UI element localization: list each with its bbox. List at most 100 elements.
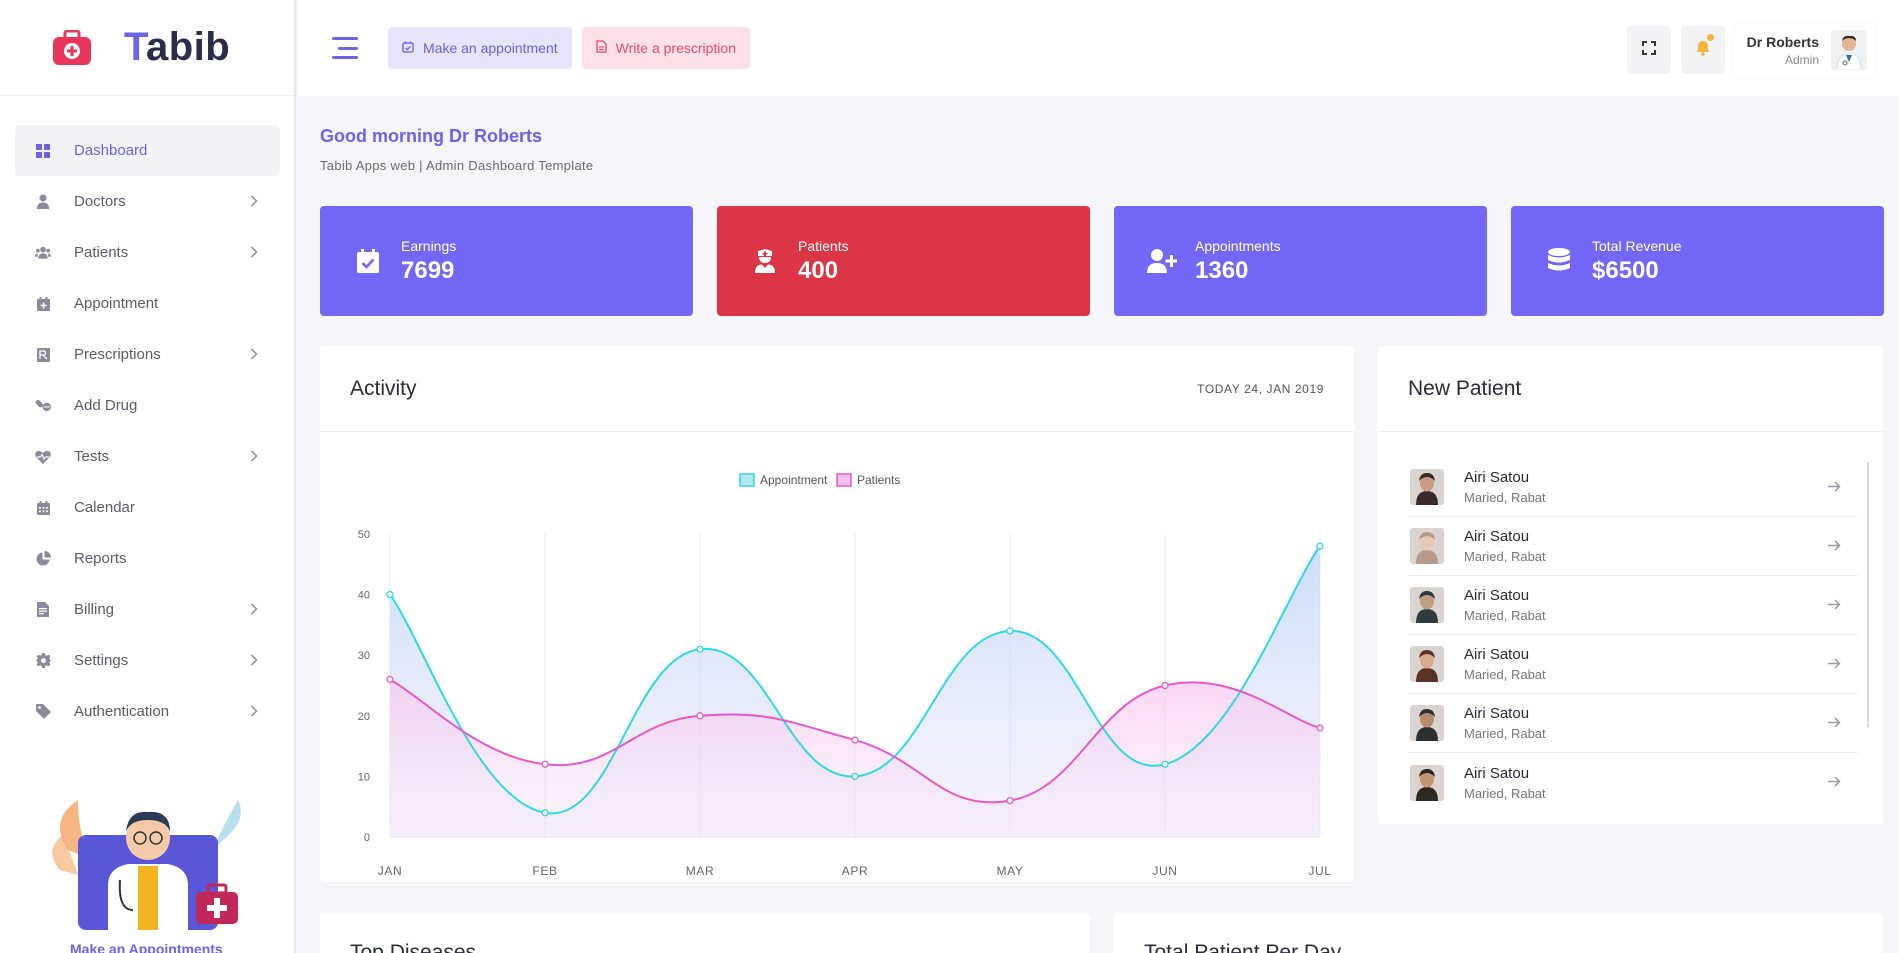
sidebar-item-dashboard[interactable]: Dashboard	[15, 125, 280, 176]
data-point[interactable]	[386, 675, 394, 684]
sidebar-item-billing[interactable]: Billing	[15, 584, 280, 635]
stat-label: Total Revenue	[1592, 237, 1682, 254]
avatar	[1831, 30, 1867, 70]
data-point[interactable]	[696, 645, 704, 653]
brand[interactable]: Tabib	[0, 0, 294, 96]
write-prescription-button[interactable]: Write a prescription	[581, 27, 750, 69]
sidebar-menu: Dashboard Doctors Patients Appointment Presc…	[15, 125, 280, 737]
chevron-right-icon	[250, 245, 280, 261]
sidebar-item-reports[interactable]: Reports	[15, 533, 280, 584]
arrow-right-icon[interactable]	[1828, 538, 1858, 555]
data-point[interactable]	[1161, 681, 1169, 690]
arrow-right-icon[interactable]	[1828, 656, 1858, 673]
fullscreen-button[interactable]	[1627, 26, 1671, 74]
sidebar-item-appointment[interactable]: Appointment	[15, 278, 280, 329]
patient-details: Maried, Rabat	[1464, 726, 1546, 741]
sidebar-item-prescriptions[interactable]: Prescriptions	[15, 329, 280, 380]
tag-icon	[35, 704, 51, 720]
chevron-right-icon	[250, 347, 280, 363]
new-patient-title: New Patient	[1408, 376, 1522, 400]
sidebar-item-authentication[interactable]: Authentication	[15, 686, 280, 737]
sidebar-item-calendar[interactable]: Calendar	[15, 482, 280, 533]
data-point[interactable]	[1316, 542, 1324, 550]
patients-per-day-title: Total Patient Per Day	[1144, 941, 1342, 953]
user-role: Admin	[1784, 52, 1819, 67]
arrow-right-icon[interactable]	[1828, 715, 1858, 732]
sidebar-item-label: Tests	[74, 448, 110, 465]
menu-toggle-icon[interactable]	[332, 37, 358, 59]
data-point[interactable]	[386, 590, 394, 599]
patient-list-item[interactable]: Airi Satou Maried, Rabat	[1408, 458, 1858, 517]
series-area-patients	[390, 679, 1320, 837]
patient-name: Airi Satou	[1464, 469, 1530, 486]
data-point[interactable]	[541, 760, 549, 768]
arrow-right-icon[interactable]	[1828, 597, 1858, 614]
calendar-check-icon	[402, 41, 414, 56]
sidebar-item-doctors[interactable]: Doctors	[15, 176, 280, 227]
data-point[interactable]	[1006, 627, 1014, 635]
sidebar-item-add-drug[interactable]: Add Drug	[15, 380, 280, 431]
patient-name: Airi Satou	[1464, 764, 1530, 782]
data-point[interactable]	[1316, 724, 1324, 732]
sidebar-item-label: Patients	[74, 244, 129, 261]
sidebar-item-label: Appointment	[74, 295, 159, 312]
bell-icon	[1696, 40, 1710, 61]
new-patient-card: New Patient Airi Satou Maried, Rabat Airi …	[1378, 346, 1883, 824]
y-tick-label: 10	[358, 771, 370, 783]
stat-value: 7699	[401, 256, 455, 284]
stat-card-patients: Patients 400	[717, 206, 1090, 316]
database-icon	[1539, 248, 1579, 274]
sidebar-item-label: Prescriptions	[74, 346, 161, 363]
patient-list-item[interactable]: Airi Satou Maried, Rabat	[1408, 517, 1858, 576]
patient-list-item[interactable]: Airi Satou Maried, Rabat	[1408, 753, 1858, 812]
sidebar-item-settings[interactable]: Settings	[15, 635, 280, 686]
patient-list-item[interactable]: Airi Satou Maried, Rabat	[1408, 635, 1858, 694]
data-point[interactable]	[541, 809, 549, 817]
sidebar-item-label: Authentication	[74, 703, 170, 720]
x-tick-label: JUN	[1152, 864, 1177, 878]
patient-details: Maried, Rabat	[1464, 608, 1546, 623]
patient-list-item[interactable]: Airi Satou Maried, Rabat	[1408, 694, 1858, 753]
data-point[interactable]	[696, 712, 704, 720]
calendar-plus-icon	[35, 296, 51, 312]
patient-list-scrollbar[interactable]	[1867, 462, 1869, 727]
arrow-right-icon[interactable]	[1828, 774, 1858, 791]
sidebar-item-label: Calendar	[74, 499, 135, 516]
data-point[interactable]	[851, 736, 859, 744]
patient-list-item[interactable]: Airi Satou Maried, Rabat	[1408, 576, 1858, 635]
top-diseases-title: Top Diseases	[350, 941, 477, 953]
legend-item-patients[interactable]: Patients	[836, 473, 900, 487]
patient-name: Airi Satou	[1464, 646, 1530, 663]
arrow-right-icon[interactable]	[1828, 479, 1858, 496]
notifications-button[interactable]	[1681, 26, 1725, 74]
make-appointments-link[interactable]: Make an Appointments	[70, 941, 223, 953]
data-point[interactable]	[1161, 760, 1169, 768]
user-profile-menu[interactable]: Dr Roberts Admin	[1735, 24, 1875, 76]
y-tick-label: 20	[358, 711, 370, 723]
legend-swatch	[739, 473, 755, 487]
patient-details: Maried, Rabat	[1464, 785, 1546, 801]
patient-avatar	[1410, 705, 1444, 741]
make-appointment-button[interactable]: Make an appointment	[388, 27, 572, 69]
greeting-title: Good morning Dr Roberts	[320, 126, 542, 146]
patient-name: Airi Satou	[1464, 528, 1530, 545]
patient-name: Airi Satou	[1464, 705, 1530, 722]
sidebar-item-patients[interactable]: Patients	[15, 227, 280, 278]
sidebar-item-tests[interactable]: Tests	[15, 431, 280, 482]
patient-avatar	[1410, 528, 1444, 564]
patient-avatar	[1410, 587, 1444, 623]
greeting-subtitle: Tabib Apps web | Admin Dashboard Templat…	[320, 158, 594, 173]
data-point[interactable]	[851, 772, 859, 781]
grid-icon	[35, 143, 51, 159]
legend-label: Patients	[857, 473, 900, 487]
activity-card: Activity TODAY 24, JAN 2019 0 10 20 30 40 50 J…	[320, 346, 1354, 882]
calendar-icon	[35, 500, 51, 516]
y-tick-label: 40	[358, 590, 370, 602]
data-point[interactable]	[1006, 796, 1014, 805]
legend-item-appointment[interactable]: Appointment	[739, 473, 828, 487]
file-invoice-icon	[35, 602, 51, 618]
top-header: Make an appointment Write a prescription…	[298, 0, 1899, 96]
user-plus-icon	[1142, 249, 1182, 273]
calendar-check-icon	[348, 249, 388, 273]
x-tick-label: FEB	[532, 864, 557, 878]
